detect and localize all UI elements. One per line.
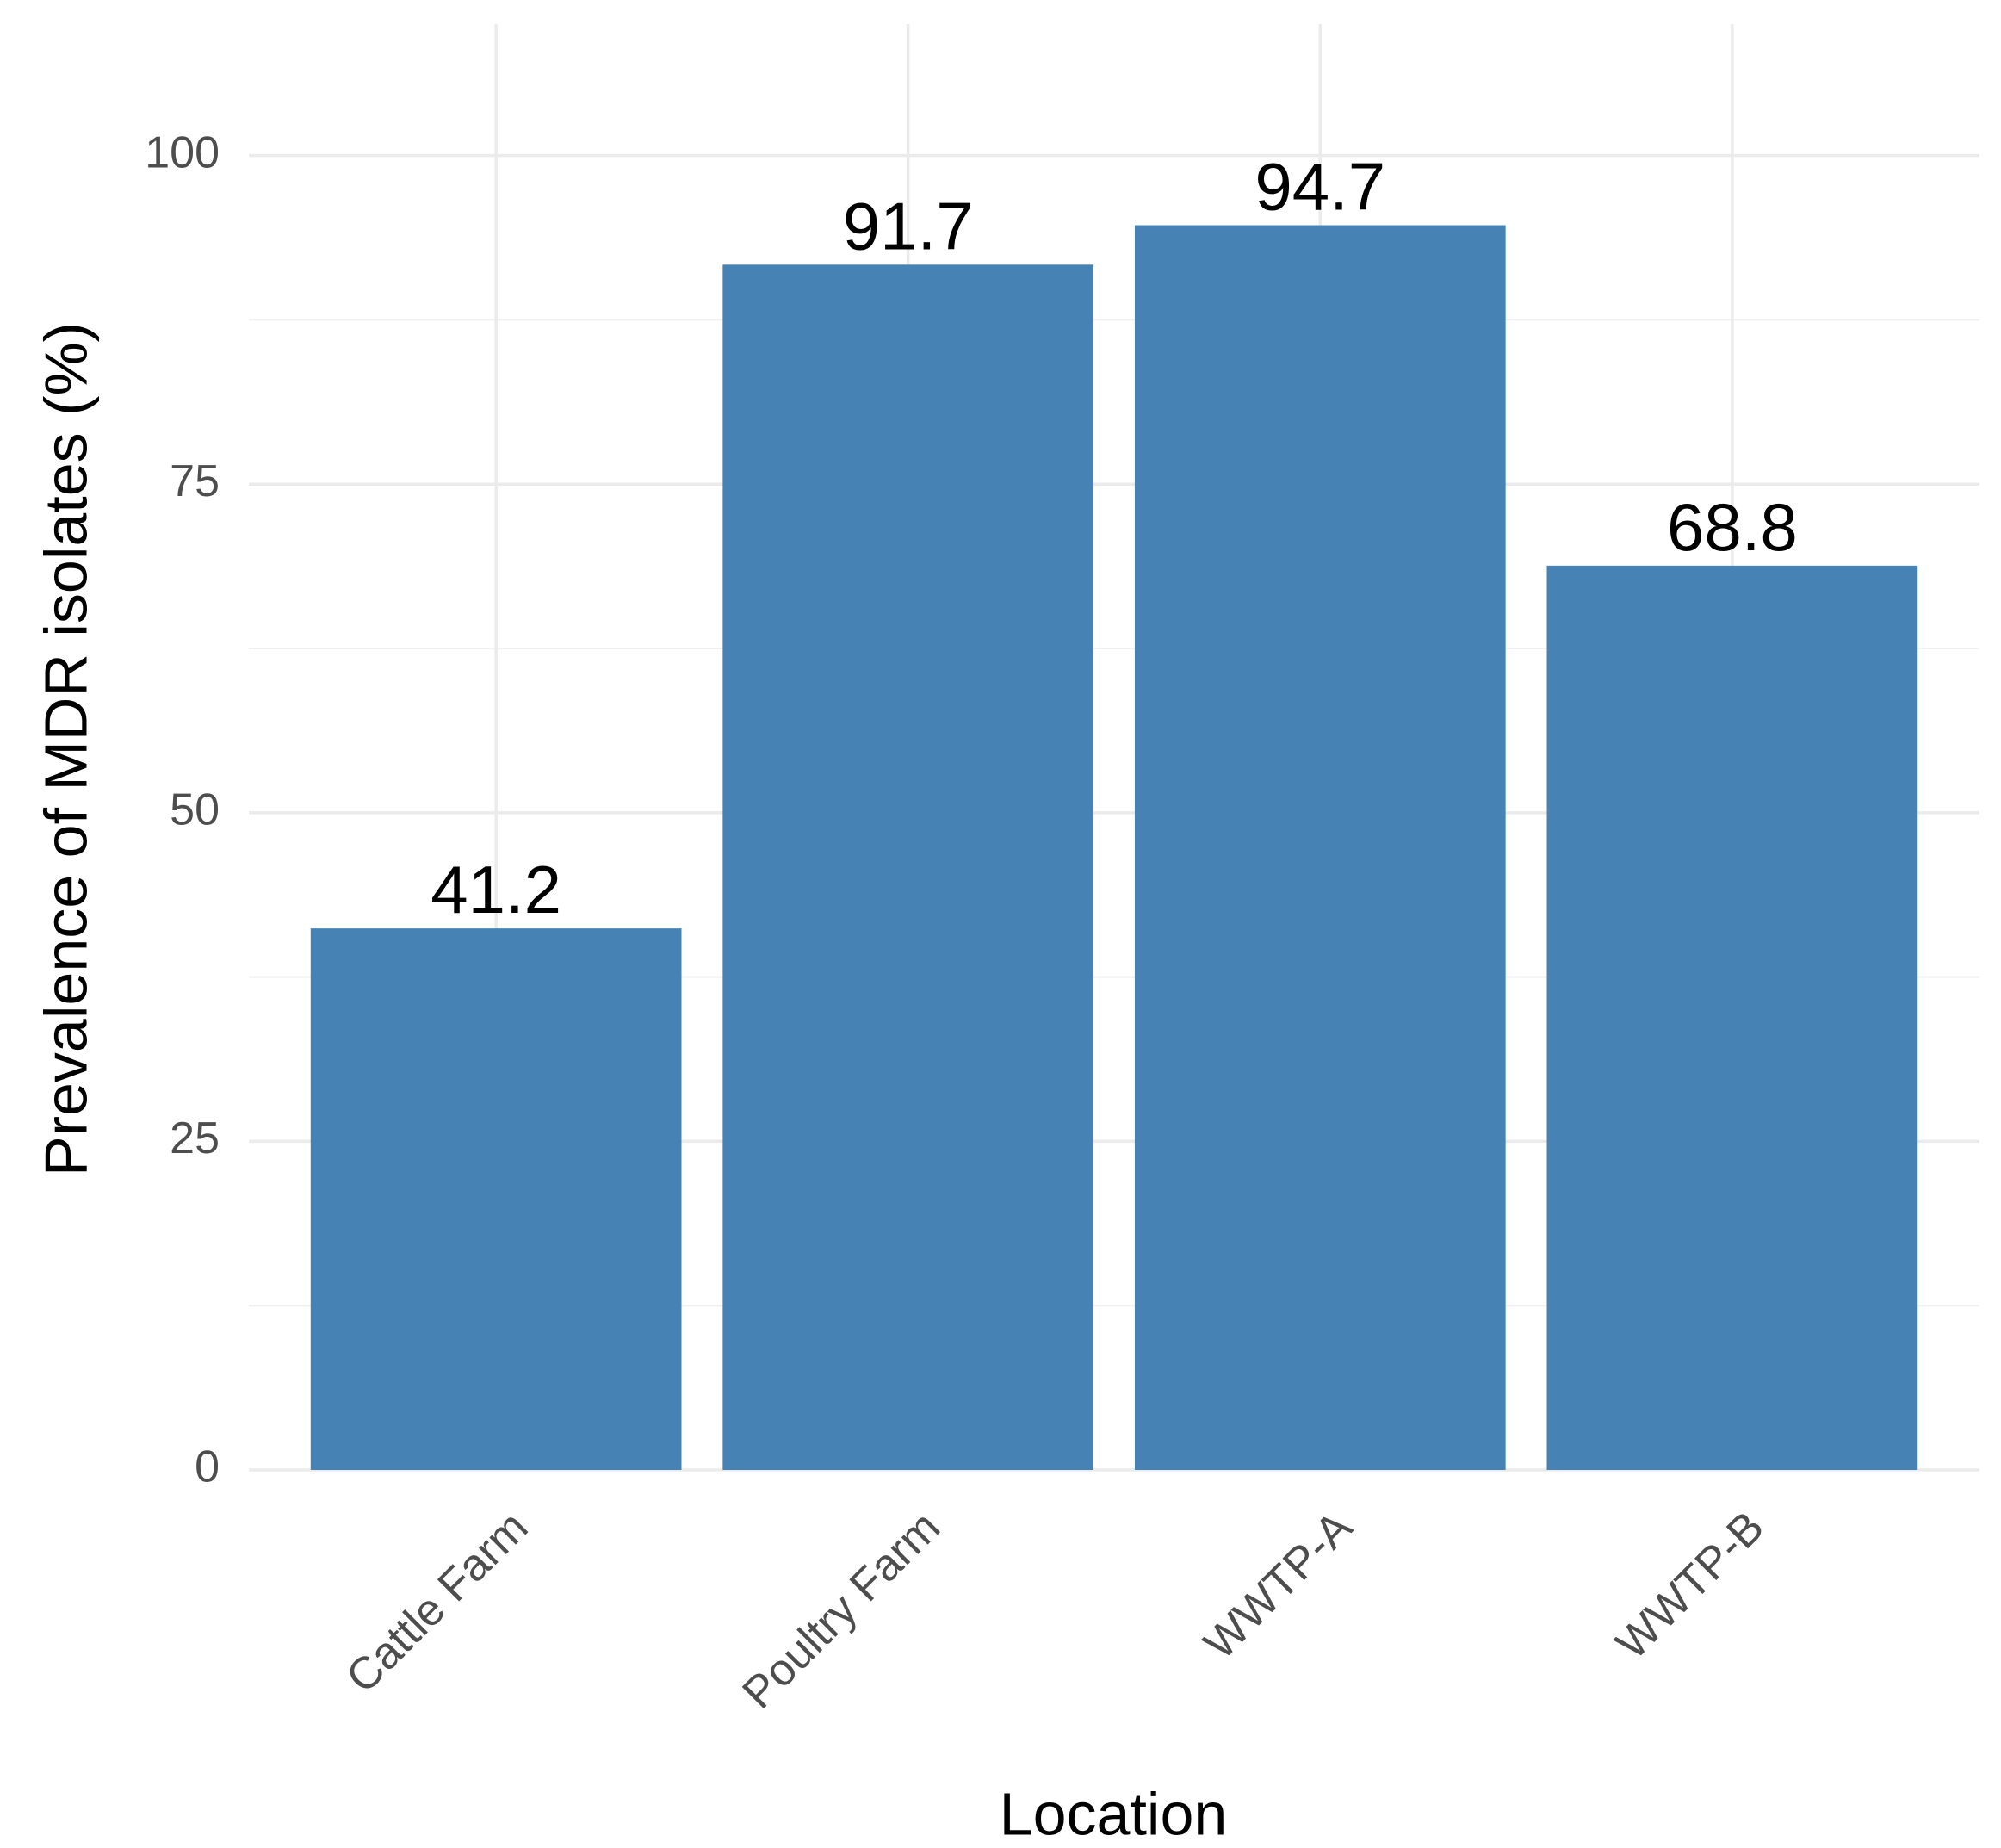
x-tick-label: WWTP-A xyxy=(1194,1502,1361,1669)
y-tick-label: 0 xyxy=(195,1442,220,1492)
y-tick-label: 50 xyxy=(170,785,220,835)
value-label: 41.2 xyxy=(431,852,561,927)
value-label: 68.8 xyxy=(1667,489,1798,565)
value-label: 94.7 xyxy=(1254,149,1385,225)
y-axis-title: Prevalence of MDR isolates (%) xyxy=(32,322,99,1176)
bar xyxy=(310,928,682,1470)
bar xyxy=(1546,565,1918,1470)
y-tick-label: 75 xyxy=(170,456,220,506)
y-tick-label: 25 xyxy=(170,1113,220,1163)
value-label: 91.7 xyxy=(843,188,974,264)
bar xyxy=(1134,225,1506,1470)
x-axis-title: Location xyxy=(1000,1780,1228,1847)
x-tick-label: Poultry Farm xyxy=(733,1502,949,1718)
y-tick-label: 100 xyxy=(145,127,220,177)
bar xyxy=(722,264,1094,1470)
x-tick-label: Cattle Farm xyxy=(337,1502,537,1702)
x-tick-label: WWTP-B xyxy=(1607,1502,1774,1669)
